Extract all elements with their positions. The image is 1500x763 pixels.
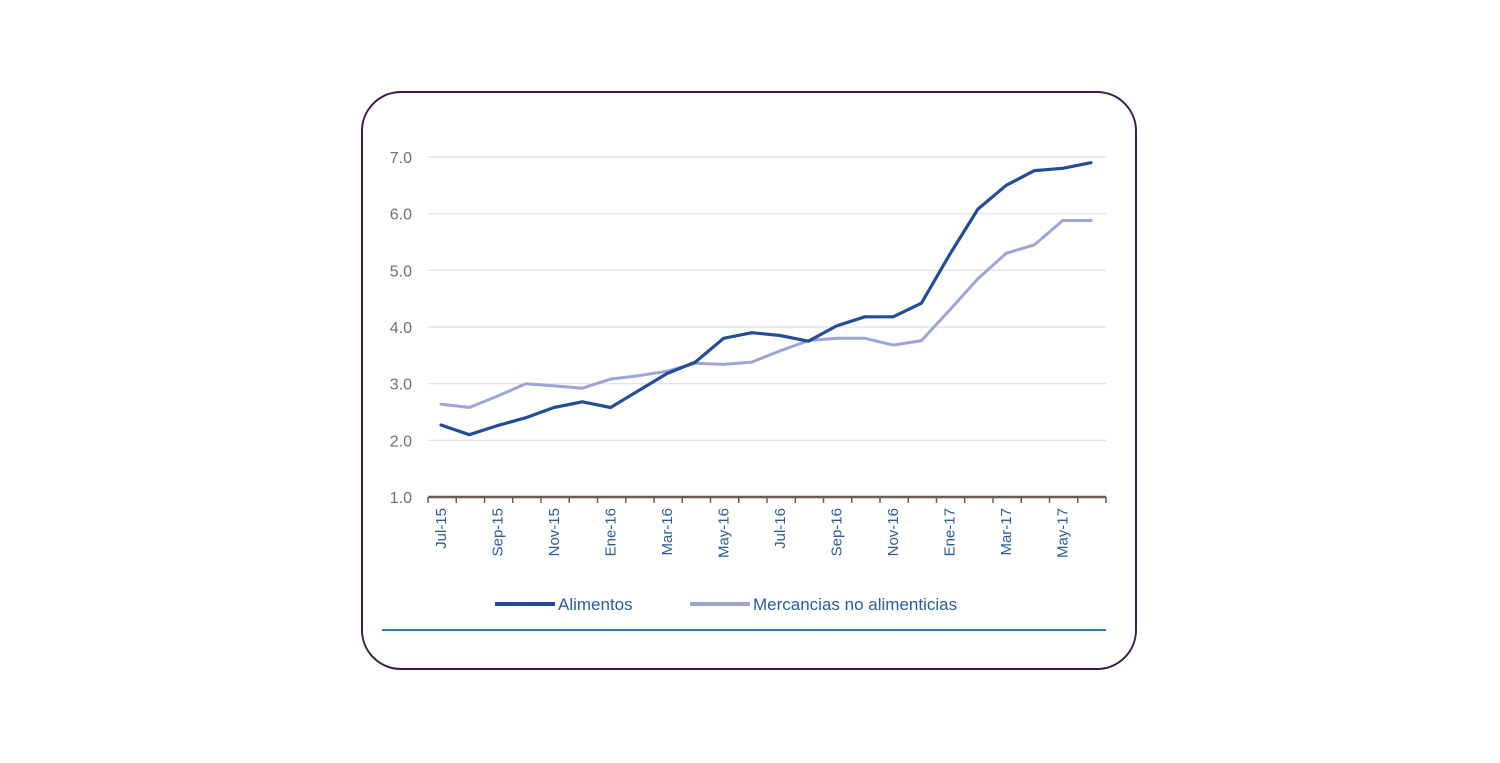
y-tick-label: 6.0 <box>390 207 412 224</box>
series-line-mercancias <box>439 219 1093 409</box>
x-tick-label: Sep-15 <box>490 508 507 556</box>
x-tick-label: Mar-16 <box>659 508 676 556</box>
y-tick-label: 5.0 <box>390 263 412 280</box>
y-axis: 1.0 2.0 3.0 4.0 5.0 6.0 7.0 <box>390 150 412 507</box>
x-tick-label: May-16 <box>716 508 733 558</box>
x-tick-label: Nov-16 <box>885 508 902 556</box>
legend-label-alimentos: Alimentos <box>558 595 633 614</box>
x-tick-label: Nov-15 <box>546 508 563 556</box>
y-tick-label: 7.0 <box>390 150 412 167</box>
y-tick-label: 4.0 <box>390 320 412 337</box>
chart-frame <box>361 91 1137 670</box>
x-tick-label: Jul-16 <box>772 508 789 549</box>
x-tick-label: Sep-16 <box>829 508 846 556</box>
x-tick-label: Jul-15 <box>433 508 450 549</box>
x-axis: Jul-15 Sep-15 Nov-15 Ene-16 Mar-16 May-16 Jul-… <box>427 495 1107 558</box>
x-tick-label: Ene-17 <box>942 508 959 556</box>
x-tick-label: May-17 <box>1055 508 1072 558</box>
y-tick-label: 3.0 <box>390 377 412 394</box>
legend-label-mercancias: Mercancias no alimenticias <box>753 595 957 614</box>
legend: Alimentos Mercancias no alimenticias <box>495 595 957 614</box>
y-tick-label: 1.0 <box>390 490 412 507</box>
x-tick-label: Ene-16 <box>603 508 620 556</box>
series-lines <box>439 161 1093 437</box>
y-tick-label: 2.0 <box>390 433 412 450</box>
gridlines <box>428 156 1106 441</box>
series-line-alimentos <box>439 161 1093 437</box>
x-tick-label: Mar-17 <box>998 508 1015 556</box>
